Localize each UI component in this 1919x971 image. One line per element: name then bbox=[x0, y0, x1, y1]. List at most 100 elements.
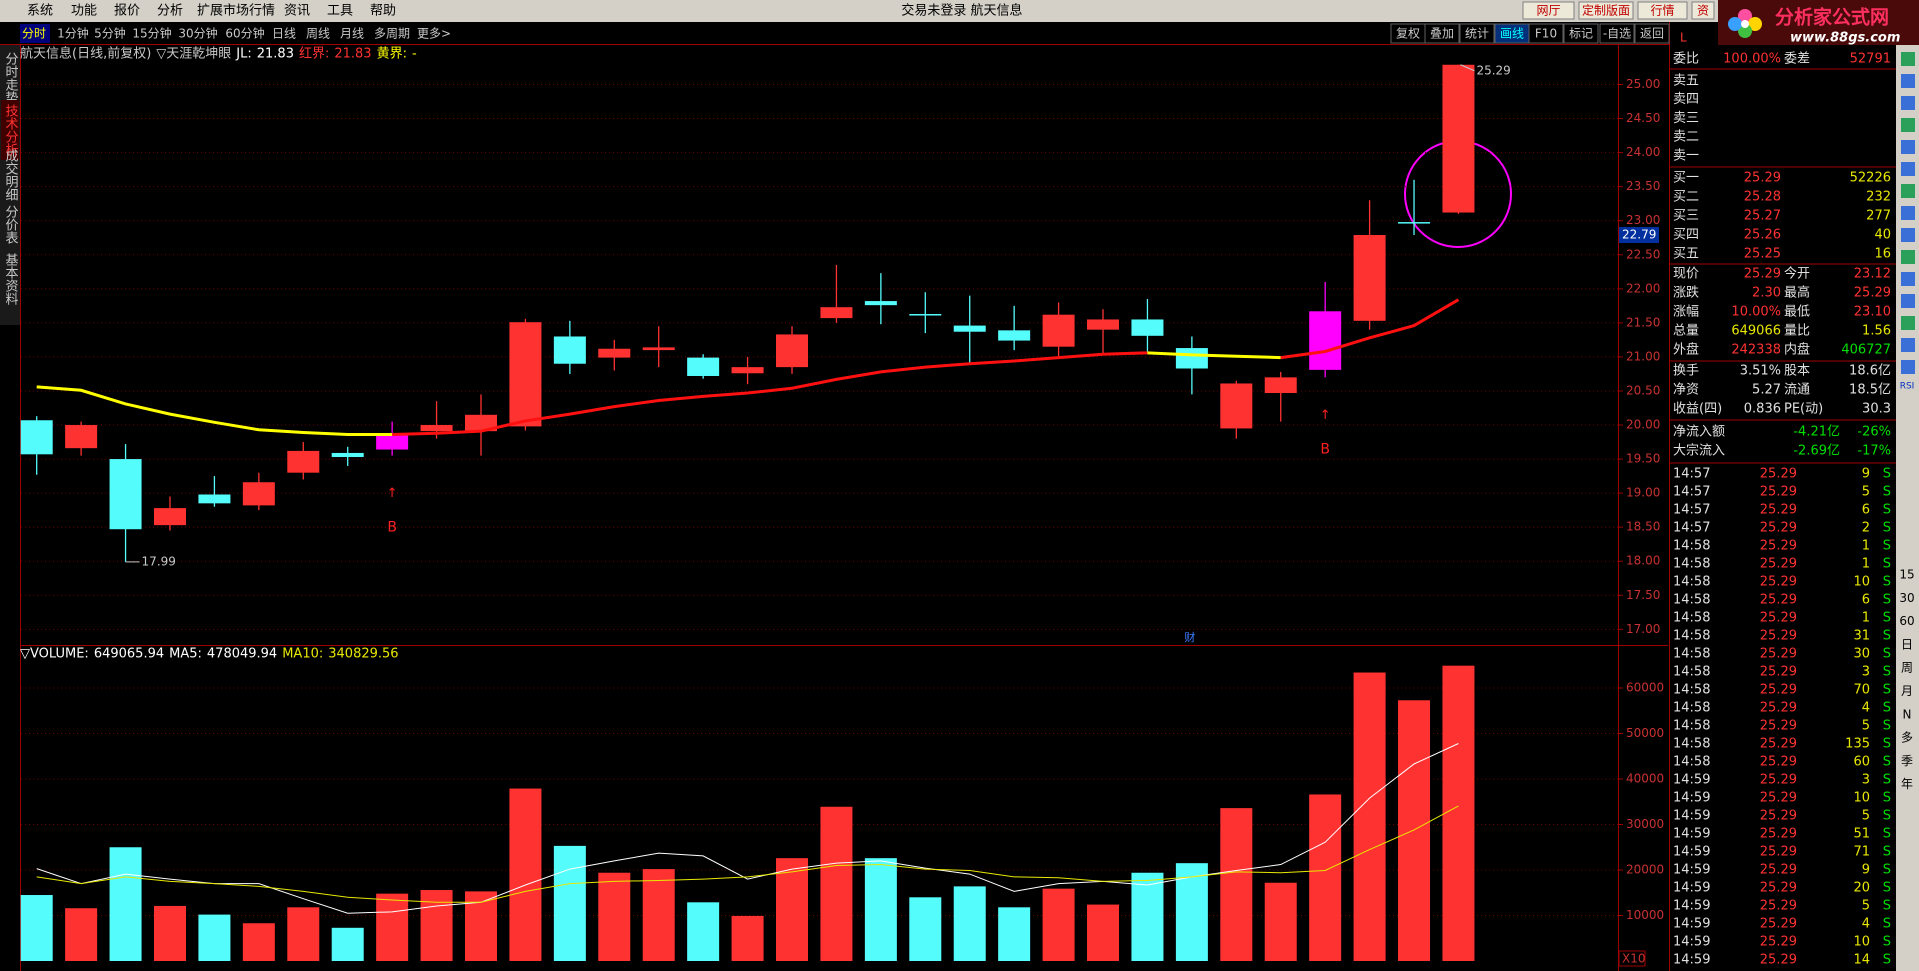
tick-time: 14:59 bbox=[1673, 917, 1710, 932]
top-button-label[interactable]: 定制版面 bbox=[1582, 3, 1630, 18]
period-tab[interactable]: 1分钟 bbox=[57, 26, 89, 41]
candle-body bbox=[1353, 235, 1386, 321]
period-tab[interactable]: 5分钟 bbox=[94, 26, 126, 41]
toolbar-icon[interactable] bbox=[1901, 52, 1915, 66]
stat-label: 净资 bbox=[1673, 383, 1699, 398]
tool-button[interactable] bbox=[1563, 23, 1599, 44]
tick-price: 25.29 bbox=[1760, 827, 1797, 842]
toolbar-label[interactable]: 季 bbox=[1901, 754, 1913, 768]
top-button[interactable] bbox=[1522, 1, 1575, 20]
toolbar-icon[interactable] bbox=[1901, 316, 1915, 330]
period-tab[interactable]: 更多> bbox=[417, 27, 451, 41]
toolbar-label[interactable]: 30 bbox=[1899, 591, 1914, 605]
top-button-label[interactable]: 网厅 bbox=[1536, 4, 1560, 18]
menu-item[interactable]: 资讯 bbox=[284, 4, 310, 19]
tool-button[interactable] bbox=[1528, 23, 1564, 44]
top-button-label[interactable]: 行情 bbox=[1650, 4, 1674, 18]
menu-item[interactable]: 扩展市场行情 bbox=[197, 3, 275, 19]
toolbar-label[interactable]: 年 bbox=[1901, 777, 1913, 791]
period-tab[interactable]: 日线 bbox=[272, 27, 296, 41]
period-tab[interactable]: 周线 bbox=[306, 27, 330, 41]
stat-label: 外盘 bbox=[1673, 342, 1699, 358]
menu-bar bbox=[0, 0, 1919, 22]
tool-label[interactable]: 复权 bbox=[1396, 27, 1420, 41]
tool-label[interactable]: 叠加 bbox=[1430, 27, 1454, 41]
menu-item[interactable]: 分析 bbox=[157, 4, 183, 19]
tool-button[interactable] bbox=[1459, 23, 1495, 44]
tick-side: S bbox=[1883, 917, 1891, 932]
volume-bar bbox=[153, 905, 186, 961]
toolbar-icon[interactable] bbox=[1901, 74, 1915, 88]
tool-label[interactable]: 画线 bbox=[1500, 27, 1524, 41]
buy-volume: 16 bbox=[1874, 247, 1891, 262]
tick-volume: 10 bbox=[1853, 575, 1870, 590]
top-button-label[interactable]: 资 bbox=[1697, 4, 1709, 18]
toolbar-icon[interactable] bbox=[1901, 184, 1915, 198]
menu-item[interactable]: 帮助 bbox=[370, 4, 396, 19]
top-button[interactable] bbox=[1578, 1, 1634, 20]
menu-item[interactable]: 报价 bbox=[114, 4, 140, 19]
toolbar-label[interactable]: 多 bbox=[1901, 731, 1913, 745]
toolbar-label[interactable]: 60 bbox=[1899, 614, 1914, 628]
toolbar-icon[interactable] bbox=[1901, 206, 1915, 220]
side-tab[interactable]: 技术分析 bbox=[3, 104, 19, 156]
toolbar-icon[interactable] bbox=[1901, 162, 1915, 176]
toolbar-icon[interactable] bbox=[1901, 338, 1915, 352]
menu-item[interactable]: 系统 bbox=[27, 4, 53, 19]
stat-value: 406727 bbox=[1841, 343, 1891, 358]
toolbar-icon[interactable] bbox=[1901, 272, 1915, 286]
toolbar-label[interactable]: 月 bbox=[1901, 684, 1913, 698]
candle-body bbox=[20, 420, 53, 455]
period-tab[interactable]: 分时 bbox=[22, 27, 46, 41]
period-tab[interactable]: 月线 bbox=[340, 27, 364, 41]
menu-item[interactable]: 工具 bbox=[327, 4, 353, 19]
tool-button[interactable] bbox=[1599, 23, 1635, 44]
volume-bar bbox=[420, 890, 453, 961]
side-tab[interactable]: 成交明细 bbox=[3, 149, 19, 201]
stat-label: 量比 bbox=[1784, 324, 1810, 339]
buy-price: 25.28 bbox=[1744, 190, 1781, 205]
tool-label[interactable]: 标记 bbox=[1569, 27, 1593, 41]
volume-bar bbox=[1309, 794, 1342, 961]
tick-volume: 9 bbox=[1862, 863, 1870, 878]
tick-time: 14:57 bbox=[1673, 521, 1710, 536]
tick-time: 14:59 bbox=[1673, 863, 1710, 878]
toolbar-label[interactable]: 周 bbox=[1901, 661, 1913, 675]
right-toolbar bbox=[1896, 45, 1919, 971]
top-button[interactable] bbox=[1637, 1, 1688, 20]
toolbar-icon[interactable] bbox=[1901, 140, 1915, 154]
logo-center bbox=[1741, 20, 1749, 28]
toolbar-icon[interactable] bbox=[1901, 96, 1915, 110]
period-tab[interactable]: 30分钟 bbox=[178, 26, 217, 41]
toolbar-icon[interactable] bbox=[1901, 294, 1915, 308]
top-button[interactable] bbox=[1691, 1, 1715, 20]
toolbar-icon[interactable] bbox=[1901, 228, 1915, 242]
side-tab[interactable]: 分时走势 bbox=[3, 52, 19, 105]
toolbar-label[interactable]: RSI bbox=[1900, 382, 1915, 392]
ma5-value: 478049.94 bbox=[207, 647, 277, 662]
tool-button[interactable] bbox=[1424, 23, 1460, 44]
tick-time: 14:59 bbox=[1673, 935, 1710, 950]
toolbar-icon[interactable] bbox=[1901, 360, 1915, 374]
tool-label[interactable]: 统计 bbox=[1465, 27, 1489, 41]
period-tab[interactable]: 多周期 bbox=[374, 27, 410, 41]
tick-price: 25.29 bbox=[1760, 593, 1797, 608]
tool-label[interactable]: F10 bbox=[1535, 27, 1557, 41]
period-tab[interactable]: 15分钟 bbox=[132, 26, 171, 41]
menu-item[interactable]: 功能 bbox=[71, 4, 97, 19]
toolbar-label[interactable]: 日 bbox=[1901, 637, 1913, 651]
stat-label: 最高 bbox=[1784, 285, 1810, 301]
tool-button[interactable] bbox=[1634, 23, 1670, 44]
toolbar-icon[interactable] bbox=[1901, 250, 1915, 264]
toolbar-icon[interactable] bbox=[1901, 118, 1915, 132]
side-tab[interactable]: 分价表 bbox=[3, 205, 19, 244]
stat-label: 换手 bbox=[1673, 364, 1699, 379]
period-tab[interactable]: 60分钟 bbox=[225, 26, 264, 41]
toolbar-label[interactable]: 15 bbox=[1899, 568, 1914, 582]
side-tab[interactable]: 基本资料 bbox=[3, 253, 19, 305]
tick-time: 14:58 bbox=[1673, 683, 1710, 698]
tool-label[interactable]: 返回 bbox=[1640, 27, 1664, 41]
tool-label[interactable]: -自选 bbox=[1603, 27, 1631, 41]
toolbar-label[interactable]: N bbox=[1903, 707, 1912, 721]
